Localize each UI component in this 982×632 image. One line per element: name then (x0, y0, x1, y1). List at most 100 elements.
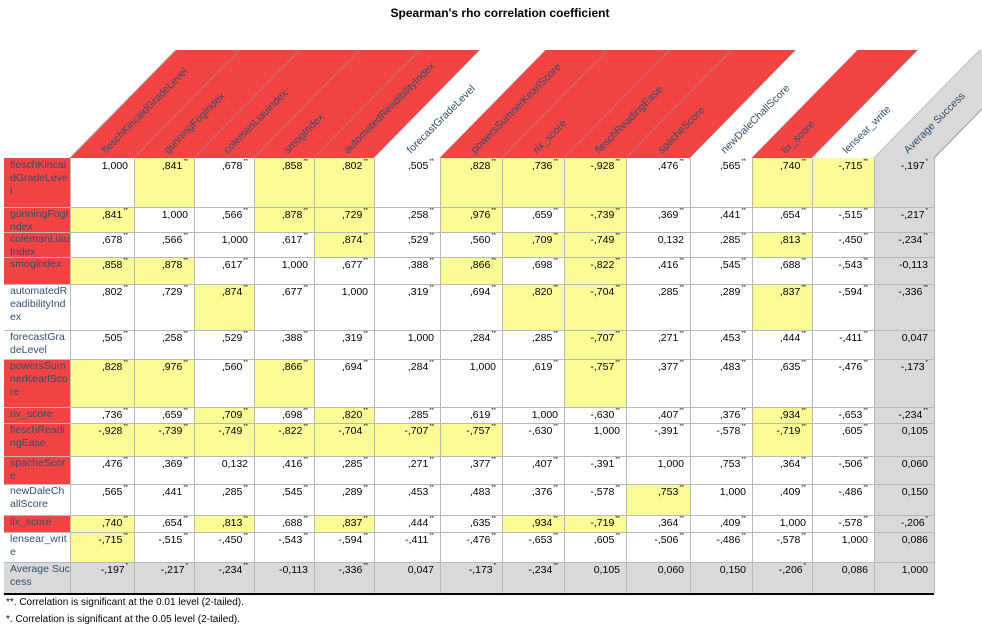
row-divider (4, 207, 934, 208)
data-cell: ,388** (281, 331, 308, 344)
data-cell: -,822** (254, 423, 314, 456)
data-cell: ,369** (657, 208, 684, 221)
data-cell: 1,000 (531, 409, 558, 421)
data-cell: ,635** (779, 360, 806, 373)
data-cell: -,197* (70, 562, 134, 593)
data-cell: ,828** (70, 359, 134, 407)
data-cell: 0,060 (626, 562, 690, 593)
data-cell: 0,047 (374, 562, 440, 593)
data-cell: ,709** (502, 232, 564, 257)
data-cell: -,719** (752, 423, 812, 456)
data-cell: 1,000 (101, 160, 128, 172)
row-header-label: smogIndex (4, 257, 70, 284)
data-cell: ,694** (469, 285, 496, 298)
data-cell: ,740** (70, 515, 134, 532)
data-cell: 0,105 (874, 423, 934, 456)
column-divider (690, 158, 691, 593)
data-cell: ,709** (194, 407, 254, 423)
data-cell: -,486** (716, 533, 746, 546)
data-cell: -,594** (338, 533, 368, 546)
data-cell: ,729** (314, 207, 374, 232)
data-cell: ,444** (407, 516, 434, 529)
data-cell: ,736** (502, 158, 564, 207)
data-cell: -,234** (874, 407, 934, 423)
data-cell: -,594** (838, 285, 868, 298)
column-divider (70, 158, 71, 593)
data-cell: ,407** (657, 408, 684, 421)
data-cell: ,560** (221, 360, 248, 373)
data-cell: 1,000 (161, 209, 188, 221)
data-cell: ,289** (341, 485, 368, 498)
data-cell: ,659** (531, 208, 558, 221)
data-cell: 1,000 (593, 425, 620, 437)
column-divider (874, 158, 875, 593)
data-cell: -,578** (838, 516, 868, 529)
column-header-cell (134, 50, 300, 158)
data-cell: ,866** (254, 359, 314, 407)
data-cell: ,605** (593, 533, 620, 546)
data-cell: ,284** (407, 360, 434, 373)
column-header-divider (69, 49, 177, 159)
column-header-cell (254, 50, 420, 158)
row-divider (4, 257, 934, 258)
column-header-divider (933, 108, 982, 159)
column-divider (934, 158, 935, 593)
data-cell: ,289** (719, 285, 746, 298)
data-cell: -,450** (218, 533, 248, 546)
data-cell: -,578** (776, 533, 806, 546)
data-cell: -,515** (838, 208, 868, 221)
data-cell: -,715** (812, 158, 874, 207)
data-cell: ,677** (341, 258, 368, 271)
row-divider (4, 532, 934, 533)
data-cell: ,453** (719, 331, 746, 344)
row-divider (4, 407, 934, 408)
data-cell: 1,000 (407, 332, 434, 344)
data-cell: -,476** (466, 533, 496, 546)
row-header-label: powersSumnerKearlScore (4, 359, 70, 407)
data-cell: ,659** (161, 408, 188, 421)
data-cell: -,450** (838, 233, 868, 246)
data-cell: ,976** (440, 207, 502, 232)
row-header-label: Average Success (4, 562, 70, 593)
column-header-cell (874, 50, 982, 158)
column-divider (502, 158, 503, 593)
column-header-cell (374, 50, 546, 158)
data-cell: ,376** (531, 485, 558, 498)
data-cell: -,515** (158, 533, 188, 546)
column-divider (194, 158, 195, 593)
data-cell: -0,113 (874, 257, 934, 284)
row-divider (4, 330, 934, 331)
data-cell: 1,000 (281, 259, 308, 271)
data-cell: ,565** (101, 485, 128, 498)
data-cell: -,707** (564, 330, 626, 359)
data-cell: ,369** (161, 457, 188, 470)
data-cell: ,802** (101, 285, 128, 298)
data-cell: -,217* (134, 562, 194, 593)
data-cell: -,757** (564, 359, 626, 407)
data-cell: ,678** (221, 159, 248, 172)
data-cell: ,976** (134, 359, 194, 407)
data-cell: ,874** (194, 284, 254, 330)
data-cell: ,617** (281, 233, 308, 246)
data-cell: ,813** (752, 232, 812, 257)
data-cell: -,578** (590, 485, 620, 498)
data-cell: ,409** (719, 516, 746, 529)
data-cell: -,707** (374, 423, 440, 456)
chart-title: Spearman's rho correlation coefficient (390, 6, 610, 20)
data-cell: 1,000 (719, 486, 746, 498)
data-cell: -,719** (564, 515, 626, 532)
data-cell: ,566** (221, 208, 248, 221)
column-header-band: fleschKincaidGradeLevelgunningFogIndexco… (69, 49, 982, 159)
data-cell: ,677** (281, 285, 308, 298)
data-cell: -,217* (874, 207, 934, 232)
data-cell: ,688** (281, 516, 308, 529)
data-cell: ,416** (657, 258, 684, 271)
column-divider (626, 158, 627, 593)
data-cell: ,635** (469, 516, 496, 529)
data-cell: ,878** (254, 207, 314, 232)
data-cell: -,506** (654, 533, 684, 546)
data-cell: -,234** (502, 562, 564, 593)
data-cell: -,336** (874, 284, 934, 330)
data-cell: ,364** (779, 457, 806, 470)
data-cell: ,753** (626, 484, 690, 515)
